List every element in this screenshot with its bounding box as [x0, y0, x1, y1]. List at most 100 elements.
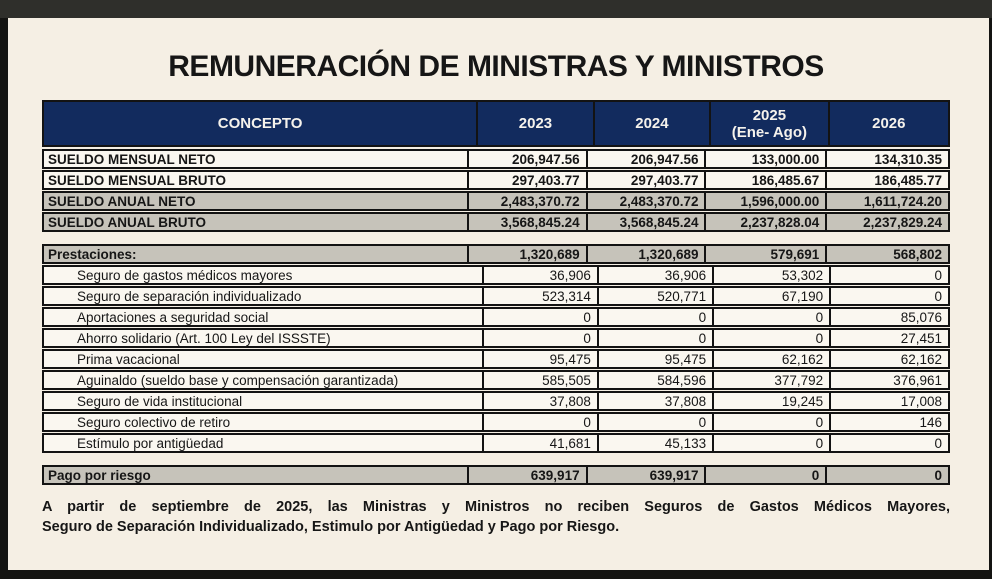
prestaciones-section: Prestaciones: 1,320,689 1,320,689 579,691 56… [42, 244, 950, 453]
column-header-2025-year: 2025 [752, 106, 787, 124]
slide: REMUNERACIÓN DE MINISTRAS Y MINISTROS CO… [0, 18, 992, 537]
table-row: Estímulo por antigüedad 41,681 45,133 0 0 [42, 433, 950, 453]
value-cell: 37,808 [596, 393, 712, 409]
concept-cell: SUELDO ANUAL BRUTO [48, 214, 207, 230]
value-cell: 2,237,828.04 [704, 214, 825, 230]
value-cell: 2,483,370.72 [585, 193, 705, 209]
value-cell: 584,596 [596, 372, 712, 388]
value-cell: 568,802 [825, 246, 948, 262]
value-cell: 27,451 [829, 330, 948, 346]
table-row: Aguinaldo (sueldo base y compensación ga… [42, 370, 950, 390]
concept-cell: SUELDO MENSUAL NETO [48, 151, 216, 167]
value-cell: 639,917 [466, 467, 586, 483]
value-cell: 2,237,829.24 [825, 214, 948, 230]
value-cell: 62,162 [712, 351, 829, 367]
table-row: SUELDO MENSUAL NETO 206,947.56 206,947.56 1… [42, 149, 950, 169]
value-cell: 2,483,370.72 [466, 193, 586, 209]
concept-cell: Aguinaldo (sueldo base y compensación ga… [77, 372, 399, 388]
column-header-2023: 2023 [476, 102, 592, 145]
value-cell: 0 [481, 414, 597, 430]
value-cell: 0 [712, 414, 829, 430]
value-cell: 297,403.77 [466, 172, 586, 188]
value-cell: 17,008 [829, 393, 948, 409]
value-cell: 0 [481, 309, 597, 325]
concept-cell: Aportaciones a seguridad social [77, 309, 269, 325]
value-cell: 85,076 [829, 309, 948, 325]
column-header-2025: 2025 (Ene- Ago) [709, 102, 827, 145]
concept-cell: Prestaciones: [48, 246, 137, 262]
concept-cell: Prima vacacional [77, 351, 180, 367]
footnote: A partir de septiembre de 2025, las Mini… [42, 497, 950, 537]
value-cell: 0 [825, 467, 948, 483]
value-cell: 1,596,000.00 [704, 193, 825, 209]
column-header-concepto: CONCEPTO [217, 115, 303, 132]
value-cell: 206,947.56 [466, 151, 586, 167]
remuneration-table: CONCEPTO 2023 2024 2025 (Ene- Ago) 2026 … [42, 100, 950, 537]
letterbox-left [0, 0, 8, 579]
table-row: Seguro de vida institucional 37,808 37,808… [42, 391, 950, 411]
table-row: Seguro de separación individualizado 523,… [42, 286, 950, 306]
table-row: Prima vacacional 95,475 95,475 62,162 62,162 [42, 349, 950, 369]
value-cell: 0 [596, 330, 712, 346]
value-cell: 19,245 [712, 393, 829, 409]
value-cell: 0 [596, 414, 712, 430]
value-cell: 36,906 [481, 267, 597, 283]
value-cell: 186,485.67 [704, 172, 825, 188]
value-cell: 585,505 [481, 372, 597, 388]
value-cell: 377,792 [712, 372, 829, 388]
value-cell: 1,320,689 [466, 246, 586, 262]
value-cell: 3,568,845.24 [466, 214, 586, 230]
letterbox-right [989, 0, 992, 579]
concept-cell: Seguro colectivo de retiro [77, 414, 231, 430]
value-cell: 133,000.00 [704, 151, 825, 167]
value-cell: 0 [712, 435, 829, 451]
value-cell: 95,475 [481, 351, 597, 367]
value-cell: 0 [829, 435, 948, 451]
value-cell: 67,190 [712, 288, 829, 304]
value-cell: 186,485.77 [825, 172, 948, 188]
value-cell: 297,403.77 [585, 172, 705, 188]
value-cell: 53,302 [712, 267, 829, 283]
letterbox-bottom [0, 570, 992, 579]
table-row: Pago por riesgo 639,917 639,917 0 0 [42, 465, 950, 485]
letterbox-top [0, 0, 992, 18]
pago-section: Pago por riesgo 639,917 639,917 0 0 [42, 465, 950, 485]
concept-cell: Seguro de separación individualizado [77, 288, 302, 304]
concept-cell: SUELDO ANUAL NETO [48, 193, 196, 209]
table-row: SUELDO ANUAL NETO 2,483,370.72 2,483,370.7… [42, 191, 950, 211]
concept-cell: SUELDO MENSUAL BRUTO [48, 172, 227, 188]
salary-section: SUELDO MENSUAL NETO 206,947.56 206,947.56 1… [42, 149, 950, 232]
page-title: REMUNERACIÓN DE MINISTRAS Y MINISTROS [168, 50, 824, 83]
value-cell: 206,947.56 [585, 151, 705, 167]
table-row: Aportaciones a seguridad social 0 0 0 85,076 [42, 307, 950, 327]
value-cell: 639,917 [585, 467, 705, 483]
value-cell: 62,162 [829, 351, 948, 367]
value-cell: 0 [712, 330, 829, 346]
column-header-2024: 2024 [592, 102, 709, 145]
value-cell: 579,691 [704, 246, 825, 262]
value-cell: 1,320,689 [585, 246, 705, 262]
concept-cell: Seguro de vida institucional [77, 393, 243, 409]
column-header-2025-range: (Ene- Ago) [731, 123, 807, 141]
value-cell: 45,133 [596, 435, 712, 451]
footnote-line-2: Seguro de Separación Individualizado, Es… [42, 519, 620, 535]
table-header-row: CONCEPTO 2023 2024 2025 (Ene- Ago) 2026 [42, 100, 950, 147]
concept-cell: Ahorro solidario (Art. 100 Ley del ISSST… [77, 330, 331, 346]
value-cell: 146 [829, 414, 948, 430]
value-cell: 0 [712, 309, 829, 325]
footnote-line-1: A partir de septiembre de 2025, las Mini… [42, 499, 950, 515]
value-cell: 95,475 [596, 351, 712, 367]
concept-cell: Estímulo por antigüedad [77, 435, 224, 451]
table-row: Prestaciones: 1,320,689 1,320,689 579,691 56… [42, 244, 950, 264]
value-cell: 0 [596, 309, 712, 325]
table-row: Seguro colectivo de retiro 0 0 0 146 [42, 412, 950, 432]
value-cell: 0 [704, 467, 825, 483]
table-row: Seguro de gastos médicos mayores 36,906 36… [42, 265, 950, 285]
value-cell: 3,568,845.24 [585, 214, 705, 230]
concept-cell: Seguro de gastos médicos mayores [77, 267, 293, 283]
column-header-2026: 2026 [827, 102, 948, 145]
table-row: SUELDO ANUAL BRUTO 3,568,845.24 3,568,845.… [42, 212, 950, 232]
value-cell: 523,314 [481, 288, 597, 304]
value-cell: 0 [829, 267, 948, 283]
value-cell: 0 [829, 288, 948, 304]
